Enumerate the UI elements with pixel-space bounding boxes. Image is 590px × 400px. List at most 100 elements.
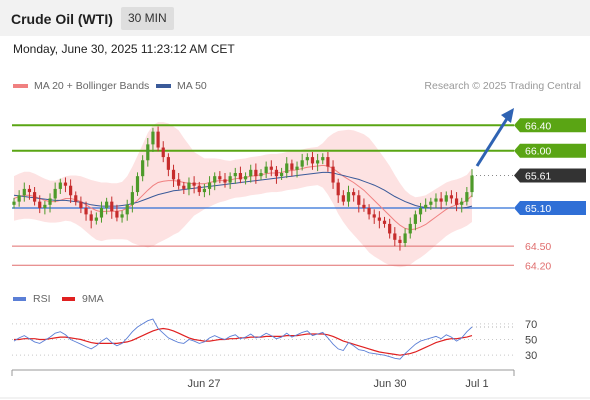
rsi-tick-30: 30 (525, 350, 537, 362)
candle-body (424, 204, 428, 208)
candle-body (382, 220, 387, 224)
candle-body (233, 173, 237, 177)
level-tag-65-61: 65.61 (525, 171, 551, 183)
candle-body (48, 198, 52, 205)
rsi-9ma-line (14, 327, 473, 356)
candle-body (449, 195, 454, 199)
candle-body (460, 201, 464, 205)
x-tick-label-jul-1: Jul 1 (465, 378, 488, 390)
candle-body (341, 195, 345, 202)
level-tag-65-10: 65.10 (525, 203, 551, 215)
legend-rsi-label: RSI (33, 293, 51, 305)
level-tag-66-00-bg (514, 143, 586, 158)
candle-body (79, 201, 83, 208)
candle-body (156, 131, 160, 148)
candle-body (213, 176, 217, 183)
level-tag-66-00: 66.00 (525, 146, 551, 158)
candle-body (377, 217, 381, 221)
candle-body (279, 173, 284, 177)
datetime-stamp: Monday, June 30, 2025 11:23:12 AM CET (13, 42, 235, 56)
candle-body (331, 166, 335, 183)
candle-body (130, 192, 134, 205)
legend-ma20: MA 20 + Bollinger Bands (13, 80, 149, 92)
legend-9ma: 9MA (62, 293, 104, 305)
candle-body (238, 173, 243, 180)
legend-9ma-swatch (62, 297, 75, 301)
candle-body (367, 208, 371, 215)
timeframe-badge[interactable]: 30 MIN (121, 7, 174, 30)
candle-body (336, 182, 340, 196)
forecast-arrow-head (501, 108, 514, 123)
legend-ma20-swatch (13, 84, 28, 88)
candle-body (151, 131, 155, 145)
level-tag-65-10-bg (514, 201, 586, 215)
candle-body (89, 214, 93, 221)
candle-body (362, 204, 366, 208)
candle-body (326, 157, 330, 167)
instrument-title: Crude Oil (WTI) (11, 11, 113, 27)
rsi-tick-50: 50 (525, 335, 537, 347)
candle-body (105, 201, 109, 208)
candle-body (22, 188, 26, 196)
candle-body (53, 188, 57, 199)
candle-body (197, 185, 201, 193)
candle-body (141, 160, 145, 177)
candle-body (465, 192, 469, 202)
candle-body (187, 182, 191, 189)
candle-body (228, 176, 232, 183)
candle-body (223, 179, 227, 183)
candle-body (17, 195, 21, 202)
legend-rsi-swatch (13, 297, 26, 301)
level-tag-65-61-bg (514, 168, 586, 183)
candle-body (454, 198, 459, 205)
bollinger-band (14, 122, 472, 268)
candle-body (444, 195, 448, 202)
candle-body (408, 223, 412, 234)
ma50-line (13, 171, 473, 209)
legend-ma20-label: MA 20 + Bollinger Bands (34, 80, 150, 92)
candle-body (69, 185, 73, 196)
candle-body (310, 157, 315, 164)
candle-body (182, 185, 186, 189)
candle-body (74, 195, 78, 202)
candle-body (135, 176, 140, 193)
candle-body (218, 176, 222, 180)
level-tag-66-40-bg (514, 118, 586, 133)
candle-body (110, 201, 114, 212)
level-tag-64-20: 64.20 (525, 260, 551, 272)
candle-body (403, 233, 407, 243)
x-tick-label-jun-30: Jun 30 (373, 378, 406, 390)
candle-body (439, 198, 443, 202)
candle-body (249, 169, 253, 177)
candle-body (99, 208, 104, 218)
candle-body (146, 144, 150, 161)
candle-body (166, 157, 170, 170)
candle-body (125, 204, 129, 215)
candle-body (58, 182, 62, 189)
candle-body (285, 163, 289, 173)
candle-body (316, 160, 320, 164)
candle-body (305, 157, 309, 161)
candle-body (202, 188, 207, 193)
candle-body (352, 192, 356, 196)
rsi-tick-70: 70 (525, 319, 537, 331)
candle-body (321, 157, 325, 161)
candle-body (161, 147, 165, 158)
candle-body (115, 211, 119, 218)
candle-body (94, 217, 98, 221)
candle-body (388, 223, 392, 234)
candle-body (434, 198, 438, 202)
legend-ma50-swatch (156, 84, 171, 88)
candle-body (84, 208, 88, 215)
candle-body (207, 182, 212, 189)
candle-body (63, 182, 68, 186)
candle-body (429, 201, 433, 205)
candle-body (43, 204, 47, 208)
candle-body (243, 176, 248, 180)
candle-body (357, 195, 361, 205)
candle-body (269, 166, 273, 170)
level-tag-64-50: 64.50 (525, 241, 551, 253)
level-tag-66-40: 66.40 (525, 120, 551, 132)
candle-body (295, 166, 299, 170)
